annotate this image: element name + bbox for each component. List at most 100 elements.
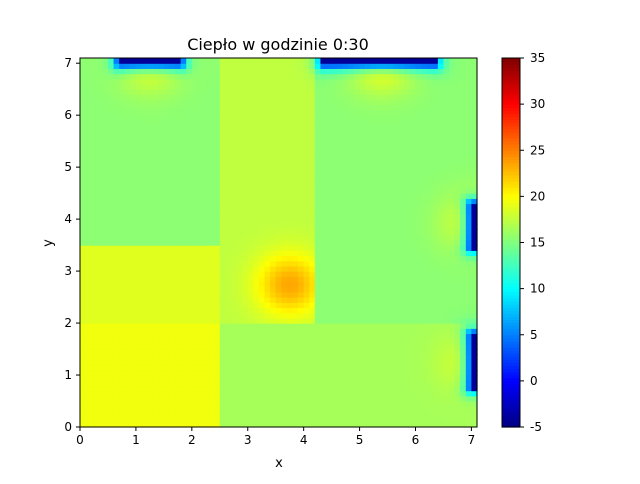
- heatmap-cell: [337, 265, 344, 272]
- heatmap-cell: [421, 369, 428, 376]
- heatmap-cell: [107, 58, 115, 64]
- heatmap-cell: [320, 281, 327, 288]
- heatmap-cell: [409, 104, 417, 111]
- heatmap-cell: [454, 359, 461, 366]
- heatmap-cell: [91, 302, 98, 309]
- heatmap-cell: [437, 354, 445, 361]
- heatmap-cell: [191, 151, 199, 158]
- heatmap-cell: [281, 89, 288, 95]
- heatmap-cell: [348, 302, 355, 309]
- heatmap-cell: [370, 297, 377, 303]
- heatmap-cell: [219, 120, 226, 127]
- heatmap-cell: [180, 146, 187, 153]
- heatmap-cell: [247, 385, 254, 392]
- heatmap-cell: [415, 250, 422, 257]
- heatmap-cell: [197, 104, 204, 111]
- heatmap-cell: [421, 349, 428, 355]
- heatmap-cell: [197, 302, 204, 309]
- heatmap-cell: [152, 109, 159, 116]
- heatmap-cell: [443, 125, 450, 132]
- heatmap-cell: [214, 234, 221, 241]
- heatmap-cell: [370, 120, 377, 127]
- heatmap-cell: [393, 354, 400, 361]
- heatmap-cell: [365, 89, 372, 95]
- heatmap-cell: [258, 406, 266, 413]
- heatmap-cell: [320, 312, 327, 319]
- heatmap-cell: [465, 265, 473, 272]
- heatmap-cell: [331, 193, 338, 199]
- heatmap-cell: [85, 89, 92, 95]
- heatmap-cell: [326, 302, 333, 309]
- heatmap-cell: [96, 208, 103, 215]
- heatmap-cell: [203, 156, 210, 163]
- heatmap-cell: [242, 276, 249, 283]
- heatmap-cell: [197, 291, 204, 298]
- heatmap-cell: [393, 219, 400, 225]
- heatmap-cell: [387, 255, 394, 262]
- heatmap-cell: [191, 395, 199, 402]
- heatmap-cell: [219, 141, 226, 147]
- heatmap-cell: [163, 276, 171, 283]
- heatmap-cell: [219, 307, 226, 314]
- heatmap-cell: [147, 260, 154, 267]
- heatmap-cell: [387, 250, 394, 257]
- heatmap-cell: [359, 250, 366, 257]
- heatmap-cell: [247, 213, 254, 220]
- heatmap-cell: [309, 385, 316, 392]
- heatmap-cell: [230, 349, 238, 355]
- heatmap-cell: [258, 354, 266, 361]
- heatmap-cell: [409, 276, 417, 283]
- heatmap-cell: [376, 109, 383, 116]
- heatmap-cell: [230, 130, 238, 137]
- heatmap-cell: [191, 385, 199, 392]
- heatmap-cell: [303, 203, 310, 210]
- heatmap-cell: [460, 161, 467, 168]
- heatmap-cell: [376, 385, 383, 392]
- heatmap-cell: [320, 271, 327, 277]
- heatmap-cell: [275, 375, 282, 381]
- heatmap-cell: [454, 99, 461, 106]
- heatmap-cell: [421, 78, 428, 85]
- heatmap-cell: [376, 343, 383, 350]
- heatmap-cell: [281, 281, 288, 288]
- heatmap-cell: [113, 411, 120, 418]
- heatmap-cell: [85, 375, 92, 381]
- heatmap-cell: [258, 328, 266, 335]
- heatmap-cell: [158, 291, 165, 298]
- heatmap-cell: [421, 172, 428, 179]
- heatmap-cell: [147, 245, 154, 251]
- heatmap-cell: [152, 395, 159, 402]
- heatmap-cell: [186, 312, 193, 319]
- heatmap-cell: [258, 94, 266, 101]
- heatmap-cell: [264, 58, 271, 64]
- heatmap-cell: [286, 421, 294, 428]
- heatmap-cell: [415, 323, 422, 329]
- heatmap-cell: [303, 312, 310, 319]
- heatmap-cell: [197, 182, 204, 189]
- heatmap-cell: [437, 146, 445, 153]
- heatmap-cell: [348, 338, 355, 345]
- heatmap-cell: [158, 328, 165, 335]
- heatmap-cell: [409, 73, 417, 80]
- heatmap-cell: [404, 89, 411, 95]
- heatmap-cell: [203, 104, 210, 111]
- heatmap-cell: [309, 297, 316, 303]
- heatmap-cell: [298, 385, 305, 392]
- heatmap-cell: [225, 281, 232, 288]
- heatmap-cell: [393, 120, 400, 127]
- heatmap-cell: [208, 156, 215, 163]
- heatmap-cell: [353, 177, 361, 184]
- heatmap-cell: [342, 333, 349, 340]
- heatmap-cell: [393, 104, 400, 111]
- heatmap-cell: [191, 94, 199, 101]
- heatmap-cell: [135, 208, 143, 215]
- heatmap-cell: [253, 125, 260, 132]
- heatmap-cell: [96, 161, 103, 168]
- heatmap-cell: [342, 219, 349, 225]
- heatmap-cell: [119, 255, 126, 262]
- heatmap-cell: [398, 224, 405, 231]
- heatmap-cell: [85, 260, 92, 267]
- heatmap-cell: [236, 380, 243, 387]
- heatmap-cell: [113, 187, 120, 194]
- heatmap-cell: [471, 338, 478, 345]
